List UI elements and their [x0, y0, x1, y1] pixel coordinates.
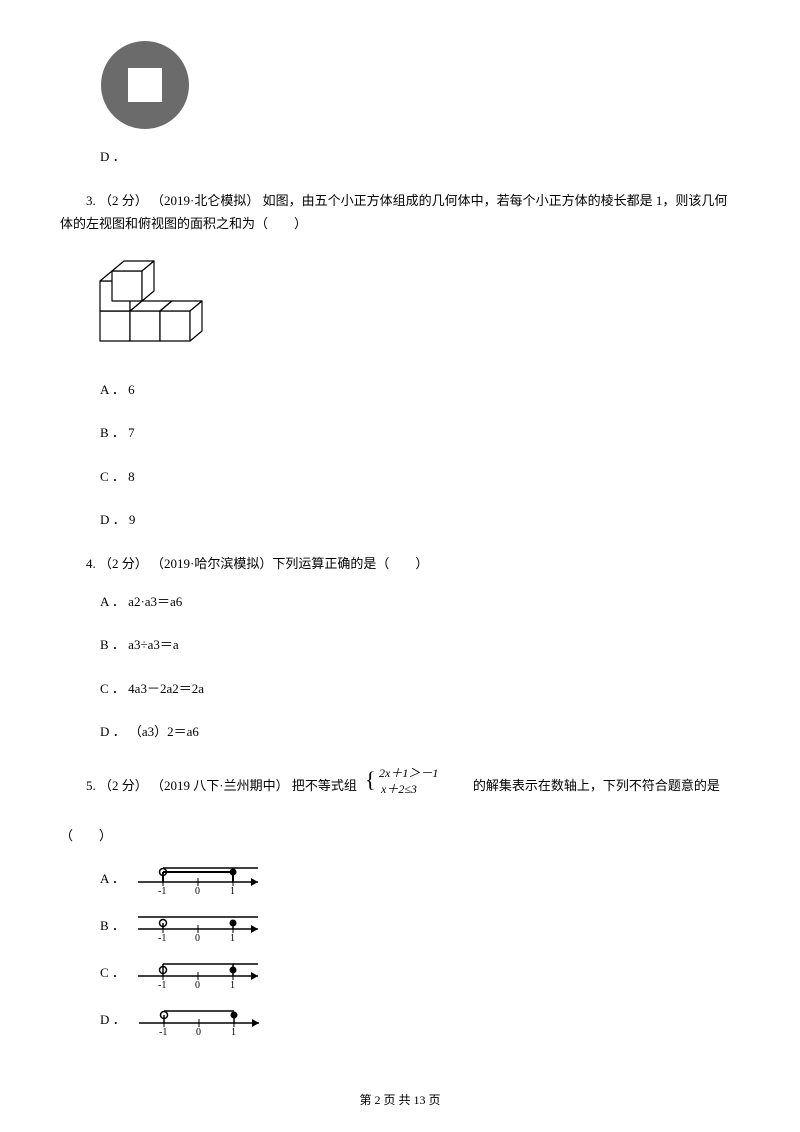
cube-figure	[90, 251, 740, 358]
svg-text:-1: -1	[158, 933, 166, 941]
svg-text:0: 0	[195, 933, 200, 941]
svg-text:-1: -1	[159, 1027, 167, 1035]
question-5-tail: （ ）	[60, 824, 740, 847]
question-5-post: 的解集表示在数轴上，下列不符合题意的是	[473, 774, 720, 797]
q3-option-d: D ． 9	[100, 508, 740, 531]
q5-option-d: D ． -1 0 1	[100, 1003, 740, 1035]
ineq-line1: 2x＋1＞－1	[379, 766, 438, 780]
q4-option-b: B ． a3÷a3＝a	[100, 633, 740, 656]
svg-text:-1: -1	[158, 886, 166, 894]
svg-text:0: 0	[195, 886, 200, 894]
svg-text:-1: -1	[158, 980, 166, 988]
question-5-pre: 5. （2 分） （2019 八下·兰州期中） 把不等式组	[60, 774, 357, 797]
coin-figure	[100, 40, 740, 137]
option-label: C ．	[100, 961, 125, 984]
coin-icon	[100, 40, 190, 130]
q3-option-c: C ． 8	[100, 465, 740, 488]
brace-icon: { 2x＋1＞－1 x＋2≤3	[365, 763, 465, 801]
q4-option-a: A ． a2·a3＝a6	[100, 590, 740, 613]
option-label: B ．	[100, 914, 125, 937]
cubes-icon	[90, 251, 230, 351]
q3-option-b: B ． 7	[100, 421, 740, 444]
option-label: A ．	[100, 867, 125, 890]
svg-text:1: 1	[230, 933, 235, 941]
option-d-prev: D ．	[100, 145, 740, 168]
page-footer: 第 2 页 共 13 页	[60, 1090, 740, 1112]
svg-text:1: 1	[230, 980, 235, 988]
number-line-b: -1 0 1	[133, 909, 268, 941]
number-line-c: -1 0 1	[133, 956, 268, 988]
q5-option-c: C ． -1 0 1	[100, 956, 740, 988]
number-line-d: -1 0 1	[134, 1003, 269, 1035]
svg-text:0: 0	[196, 1027, 201, 1035]
svg-text:{: {	[365, 767, 376, 792]
question-4-text: 4. （2 分） （2019·哈尔滨模拟）下列运算正确的是（ ）	[60, 552, 740, 575]
option-label: D ．	[100, 1008, 126, 1031]
svg-text:1: 1	[231, 1027, 236, 1035]
q4-option-d: D ． （a3）2＝a6	[100, 720, 740, 743]
q4-option-c: C ． 4a3－2a2＝2a	[100, 677, 740, 700]
svg-text:1: 1	[230, 886, 235, 894]
question-5-wrapper: 5. （2 分） （2019 八下·兰州期中） 把不等式组 { 2x＋1＞－1 …	[60, 763, 740, 808]
ineq-line2: x＋2≤3	[380, 782, 417, 796]
q5-option-b: B ． -1 0 1	[100, 909, 740, 941]
question-3-text: 3. （2 分） （2019·北仑模拟） 如图，由五个小正方体组成的几何体中，若…	[60, 189, 740, 236]
inequality-system: { 2x＋1＞－1 x＋2≤3	[365, 763, 465, 808]
option-label: D ．	[100, 149, 126, 164]
number-line-a: -1 0 1	[133, 862, 268, 894]
q3-option-a: A ． 6	[100, 378, 740, 401]
svg-text:0: 0	[195, 980, 200, 988]
q5-option-a: A ． -1 0 1	[100, 862, 740, 894]
